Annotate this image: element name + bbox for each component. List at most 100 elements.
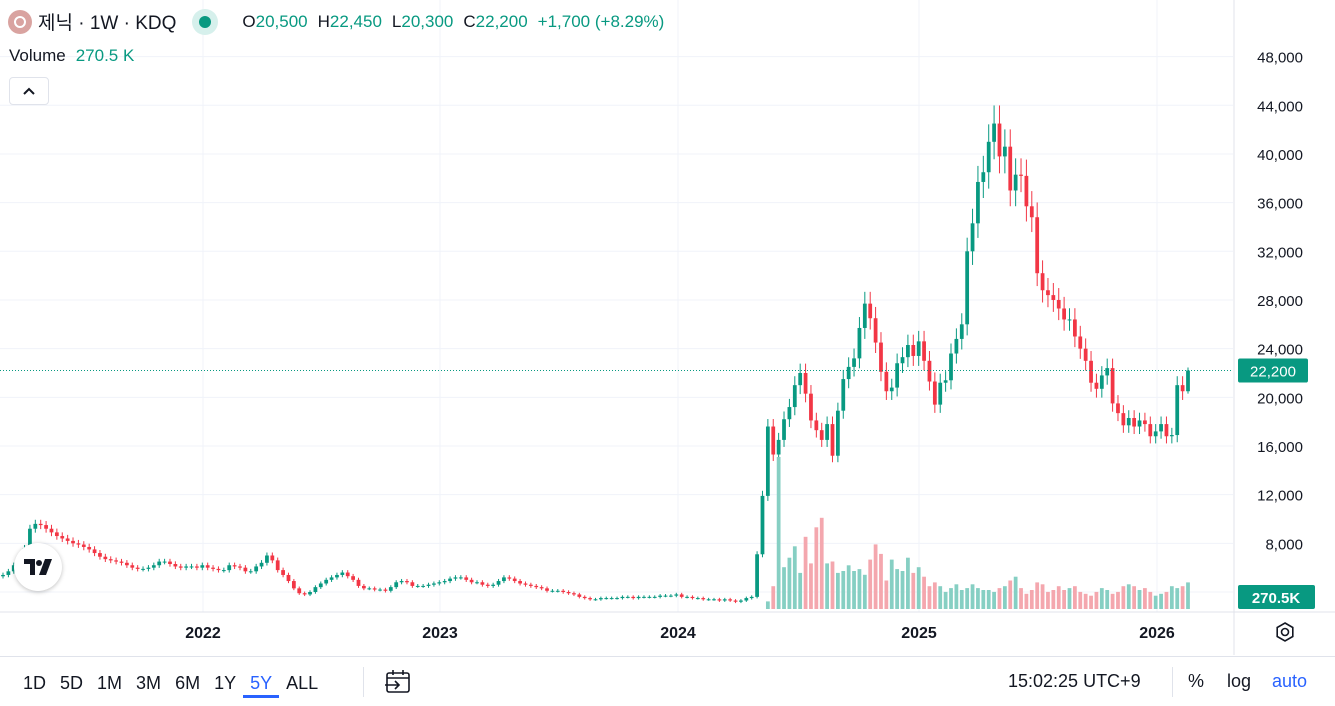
candle-body[interactable] xyxy=(550,590,555,592)
candle-body[interactable] xyxy=(787,407,792,420)
candle-body[interactable] xyxy=(728,599,733,601)
candle-body[interactable] xyxy=(1175,385,1180,436)
candle-body[interactable] xyxy=(814,420,819,431)
candle-body[interactable] xyxy=(448,578,452,582)
candle-body[interactable] xyxy=(609,598,614,600)
candle-body[interactable] xyxy=(54,532,59,537)
candle-body[interactable] xyxy=(442,581,447,583)
settings-icon[interactable] xyxy=(1273,620,1297,644)
candle-body[interactable] xyxy=(647,596,652,598)
candle-body[interactable] xyxy=(388,587,393,591)
candle-body[interactable] xyxy=(1029,206,1034,218)
candle-body[interactable] xyxy=(125,562,129,566)
candle-body[interactable] xyxy=(130,565,135,568)
candle-body[interactable] xyxy=(1153,431,1158,437)
candle-body[interactable] xyxy=(1180,385,1185,392)
candle-body[interactable] xyxy=(491,584,496,586)
candle-body[interactable] xyxy=(577,594,582,597)
candle-body[interactable] xyxy=(561,590,566,592)
candle-body[interactable] xyxy=(1164,424,1169,437)
candle-body[interactable] xyxy=(739,600,743,602)
candle-body[interactable] xyxy=(405,581,409,583)
candle-body[interactable] xyxy=(545,588,549,591)
range-button-all[interactable]: ALL xyxy=(286,673,319,693)
candle-body[interactable] xyxy=(879,342,883,372)
candle-body[interactable] xyxy=(701,598,706,600)
candle-body[interactable] xyxy=(776,439,781,455)
candle-body[interactable] xyxy=(480,582,485,585)
candle-body[interactable] xyxy=(335,574,339,578)
candle-body[interactable] xyxy=(803,372,808,394)
goto-date-icon[interactable] xyxy=(384,669,412,695)
candle-body[interactable] xyxy=(205,565,210,568)
candle-body[interactable] xyxy=(1008,146,1013,191)
candle-body[interactable] xyxy=(60,536,65,539)
candle-body[interactable] xyxy=(232,565,237,567)
candle-body[interactable] xyxy=(1056,299,1061,309)
candle-body[interactable] xyxy=(44,525,48,529)
candle-body[interactable] xyxy=(992,123,996,142)
candle-body[interactable] xyxy=(755,554,759,597)
candle-body[interactable] xyxy=(1073,319,1077,337)
candle-body[interactable] xyxy=(970,223,975,252)
candle-body[interactable] xyxy=(211,567,215,569)
candle-body[interactable] xyxy=(663,595,668,597)
symbol-title[interactable]: 제닉 · 1W · KDQ xyxy=(38,13,177,34)
range-button-3m[interactable]: 3M xyxy=(136,673,162,693)
clock-display[interactable]: 15:02:25 UTC+9 xyxy=(1008,671,1141,691)
candle-body[interactable] xyxy=(1094,382,1099,389)
candle-body[interactable] xyxy=(243,567,248,572)
candle-body[interactable] xyxy=(534,585,539,588)
candle-body[interactable] xyxy=(771,426,776,455)
candle-body[interactable] xyxy=(642,596,646,598)
candle-body[interactable] xyxy=(227,565,232,571)
candle-body[interactable] xyxy=(318,583,323,588)
candle-body[interactable] xyxy=(415,585,420,587)
candle-body[interactable] xyxy=(65,538,70,541)
candle-body[interactable] xyxy=(399,581,404,583)
candle-body[interactable] xyxy=(1035,217,1040,274)
candle-body[interactable] xyxy=(200,565,205,568)
candle-body[interactable] xyxy=(178,566,183,568)
candle-body[interactable] xyxy=(103,556,108,560)
candle-body[interactable] xyxy=(959,324,964,339)
candle-body[interactable] xyxy=(453,577,458,579)
range-button-1m[interactable]: 1M xyxy=(97,673,123,693)
range-button-6m[interactable]: 6M xyxy=(175,673,201,693)
candle-body[interactable] xyxy=(378,589,382,591)
candle-body[interactable] xyxy=(173,564,178,567)
candle-body[interactable] xyxy=(846,366,851,380)
candle-body[interactable] xyxy=(38,523,43,526)
candle-body[interactable] xyxy=(189,566,194,568)
candle-body[interactable] xyxy=(927,360,932,382)
candle-body[interactable] xyxy=(33,523,38,529)
candle-body[interactable] xyxy=(615,598,619,600)
candle-body[interactable] xyxy=(71,540,75,544)
candle-body[interactable] xyxy=(119,561,124,563)
candle-body[interactable] xyxy=(432,583,436,585)
candle-body[interactable] xyxy=(986,141,991,173)
range-button-1y[interactable]: 1Y xyxy=(214,673,237,693)
candle-body[interactable] xyxy=(383,589,388,591)
candle-body[interactable] xyxy=(733,600,738,602)
candle-body[interactable] xyxy=(518,581,522,584)
candle-body[interactable] xyxy=(329,577,334,580)
candle-body[interactable] xyxy=(895,363,900,388)
log-scale-toggle[interactable]: log xyxy=(1227,671,1252,691)
candle-body[interactable] xyxy=(114,560,118,562)
candle-body[interactable] xyxy=(809,393,813,421)
candle-body[interactable] xyxy=(1099,375,1104,389)
candle-body[interactable] xyxy=(976,181,980,224)
range-button-5y[interactable]: 5Y xyxy=(243,671,280,698)
candle-body[interactable] xyxy=(528,584,533,586)
candle-body[interactable] xyxy=(162,561,167,563)
candle-body[interactable] xyxy=(954,338,959,354)
candle-body[interactable] xyxy=(286,574,291,582)
tradingview-logo-icon[interactable] xyxy=(14,543,62,591)
candle-body[interactable] xyxy=(184,566,189,568)
candle-body[interactable] xyxy=(792,385,797,408)
candle-body[interactable] xyxy=(313,587,318,592)
candle-body[interactable] xyxy=(1137,420,1142,427)
candle-body[interactable] xyxy=(857,327,862,359)
candle-body[interactable] xyxy=(168,561,172,565)
